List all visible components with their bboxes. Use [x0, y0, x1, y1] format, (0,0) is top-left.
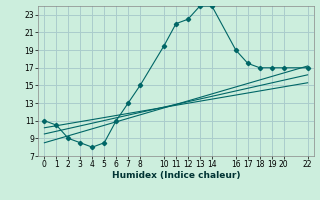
X-axis label: Humidex (Indice chaleur): Humidex (Indice chaleur)	[112, 171, 240, 180]
